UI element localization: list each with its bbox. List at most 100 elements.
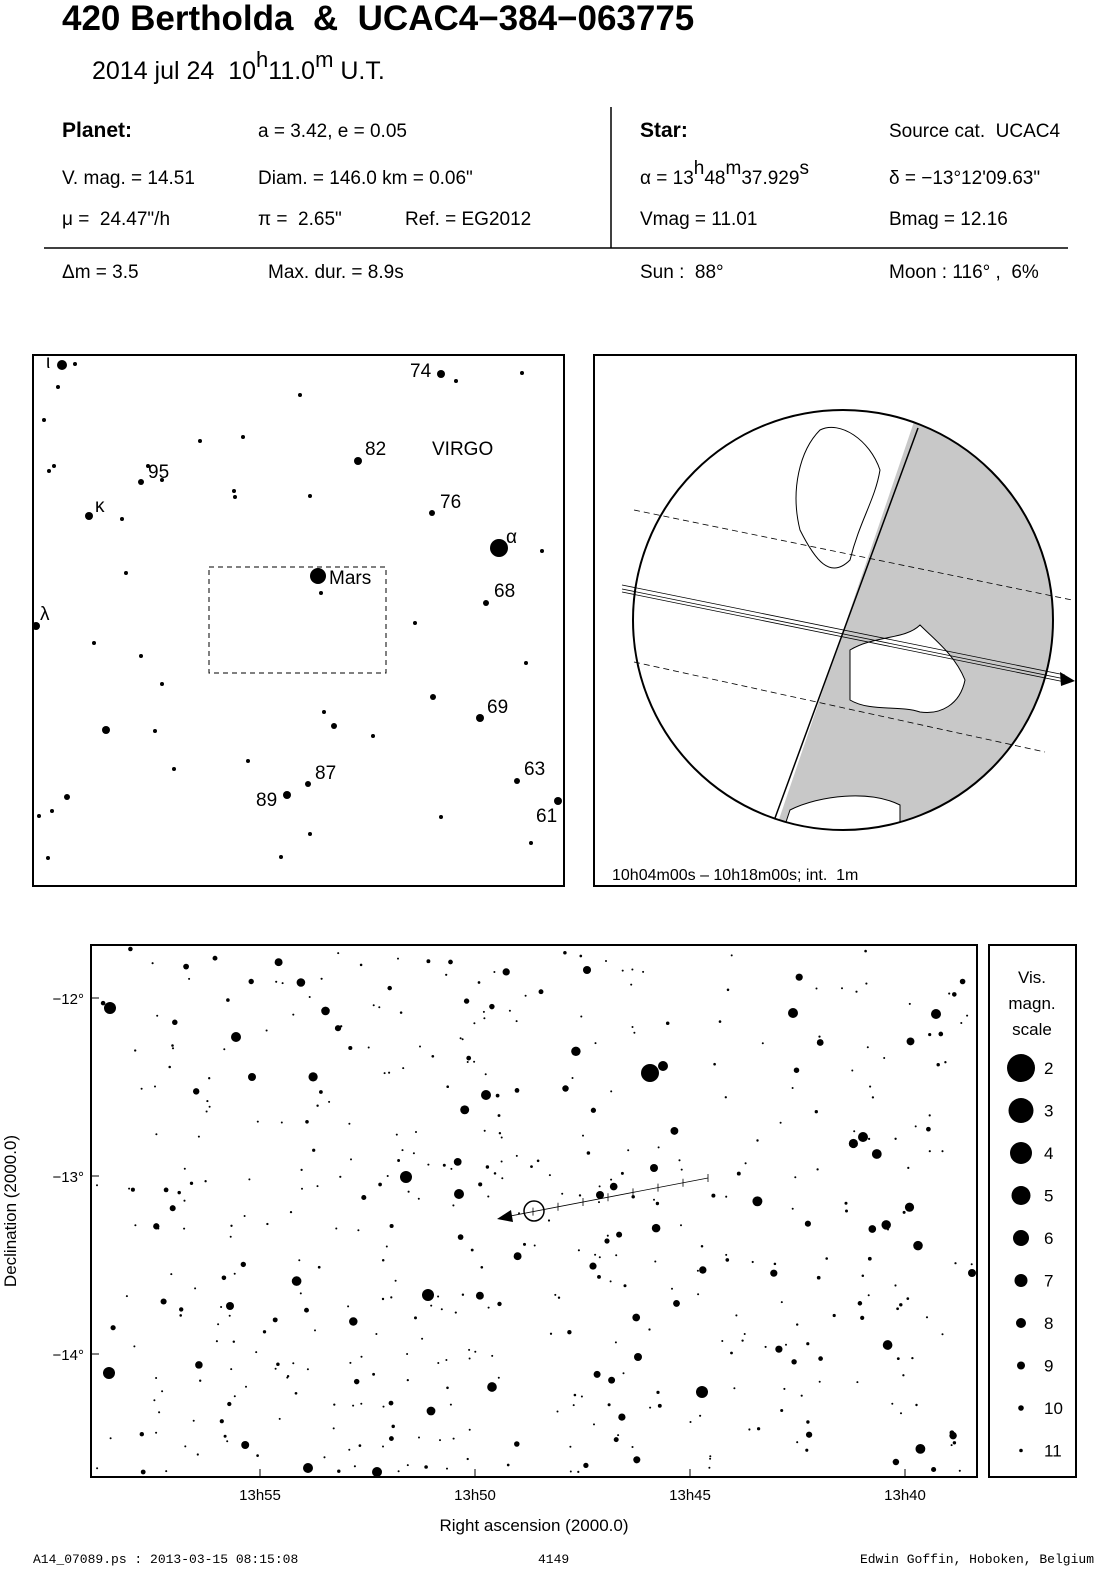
- alpha-sup: h: [694, 158, 705, 179]
- field-star: [805, 1448, 809, 1452]
- field-star: [780, 1301, 783, 1304]
- field-star: [518, 1212, 520, 1215]
- field-star: [228, 1314, 231, 1317]
- field-star: [406, 1378, 409, 1382]
- field-star: [128, 946, 133, 952]
- field-star: [549, 1332, 553, 1335]
- x-tick-label: 13h50: [454, 1487, 496, 1504]
- field-star: [514, 1088, 520, 1093]
- field-star: [223, 1048, 226, 1051]
- maxdur: Max. dur. = 8.9s: [268, 262, 404, 283]
- field-star: [657, 1146, 660, 1149]
- field-star: [299, 1292, 302, 1295]
- field-star: [941, 1333, 944, 1336]
- field-star: [952, 992, 957, 997]
- field-star: [316, 1185, 319, 1188]
- field-star: [449, 1403, 452, 1406]
- field-star: [633, 1456, 641, 1464]
- field-star: [375, 1332, 378, 1336]
- field-star: [594, 1253, 597, 1256]
- planet-label: Planet:: [62, 119, 132, 142]
- field-star: [337, 1469, 341, 1473]
- field-star: [226, 998, 230, 1002]
- field-star: [865, 982, 868, 985]
- finder-star: [354, 457, 362, 465]
- field-star: [851, 1069, 854, 1072]
- field-star: [928, 1150, 931, 1153]
- finder-star: [64, 794, 70, 800]
- field-star: [773, 1262, 777, 1266]
- field-star: [208, 1105, 211, 1108]
- field-star: [871, 1096, 875, 1099]
- field-star: [536, 1159, 540, 1163]
- field-star: [832, 1313, 836, 1318]
- field-star: [533, 1244, 536, 1247]
- vmag: V. mag. = 14.51: [62, 168, 195, 189]
- field-star: [140, 1469, 146, 1475]
- field-star: [212, 955, 218, 961]
- field-star: [573, 1393, 577, 1397]
- finder-label: Mars: [329, 568, 371, 589]
- delta: δ = −13°12'09.63": [889, 168, 1040, 189]
- field-star: [163, 1187, 169, 1193]
- field-star: [631, 1195, 635, 1199]
- finder-label: VIRGO: [432, 439, 493, 460]
- field-star: [110, 1325, 116, 1331]
- field-star: [276, 1362, 280, 1367]
- field-star: [183, 1227, 186, 1230]
- x-axis-label: Right ascension (2000.0): [439, 1516, 628, 1535]
- field-star: [848, 1138, 859, 1149]
- field-star: [223, 1434, 227, 1438]
- field-star: [709, 1455, 712, 1458]
- field-star: [452, 1437, 455, 1440]
- finder-star: [92, 641, 96, 645]
- field-star: [439, 1439, 441, 1442]
- field-star: [594, 1042, 597, 1045]
- field-star: [487, 1382, 497, 1392]
- field-star: [437, 1361, 440, 1365]
- finder-star: [120, 517, 124, 521]
- legend-dot: [1013, 1230, 1029, 1246]
- field-star: [157, 1227, 160, 1230]
- field-star: [184, 1445, 187, 1448]
- field-star: [721, 1339, 724, 1343]
- field-star: [168, 1065, 171, 1069]
- field-star: [281, 982, 284, 985]
- field-star: [421, 1337, 424, 1340]
- field-star: [563, 951, 567, 955]
- field-star: [334, 1025, 342, 1032]
- field-star: [478, 1182, 483, 1187]
- field-star: [561, 1192, 564, 1195]
- field-star: [487, 1195, 490, 1198]
- field-star: [892, 1458, 900, 1466]
- field-star: [671, 1287, 673, 1290]
- field-star: [713, 1062, 716, 1066]
- field-star: [578, 1194, 582, 1197]
- alpha-part: 48: [704, 168, 725, 189]
- field-star: [689, 1420, 692, 1424]
- field-star: [450, 1167, 453, 1170]
- field-star: [245, 1385, 247, 1388]
- field-star: [610, 1178, 613, 1181]
- field-star: [489, 1003, 495, 1010]
- field-star: [795, 973, 803, 981]
- field-star: [864, 949, 867, 953]
- field-star: [678, 1159, 681, 1162]
- field-star: [621, 969, 624, 972]
- field-star: [730, 1351, 733, 1355]
- field-star: [314, 1329, 316, 1332]
- field-star: [615, 1254, 618, 1257]
- field-star: [899, 1303, 903, 1307]
- field-star: [165, 1470, 168, 1473]
- field-star: [475, 1291, 484, 1300]
- bright-star: [650, 1164, 658, 1172]
- field-star: [192, 1419, 195, 1422]
- field-star: [427, 1163, 430, 1166]
- field-star: [906, 1297, 910, 1300]
- field-star: [335, 1227, 338, 1230]
- field-star: [151, 962, 154, 965]
- field-star: [382, 1445, 384, 1448]
- finder-star: [139, 654, 143, 658]
- field-star: [899, 1412, 903, 1415]
- field-star: [386, 1174, 389, 1178]
